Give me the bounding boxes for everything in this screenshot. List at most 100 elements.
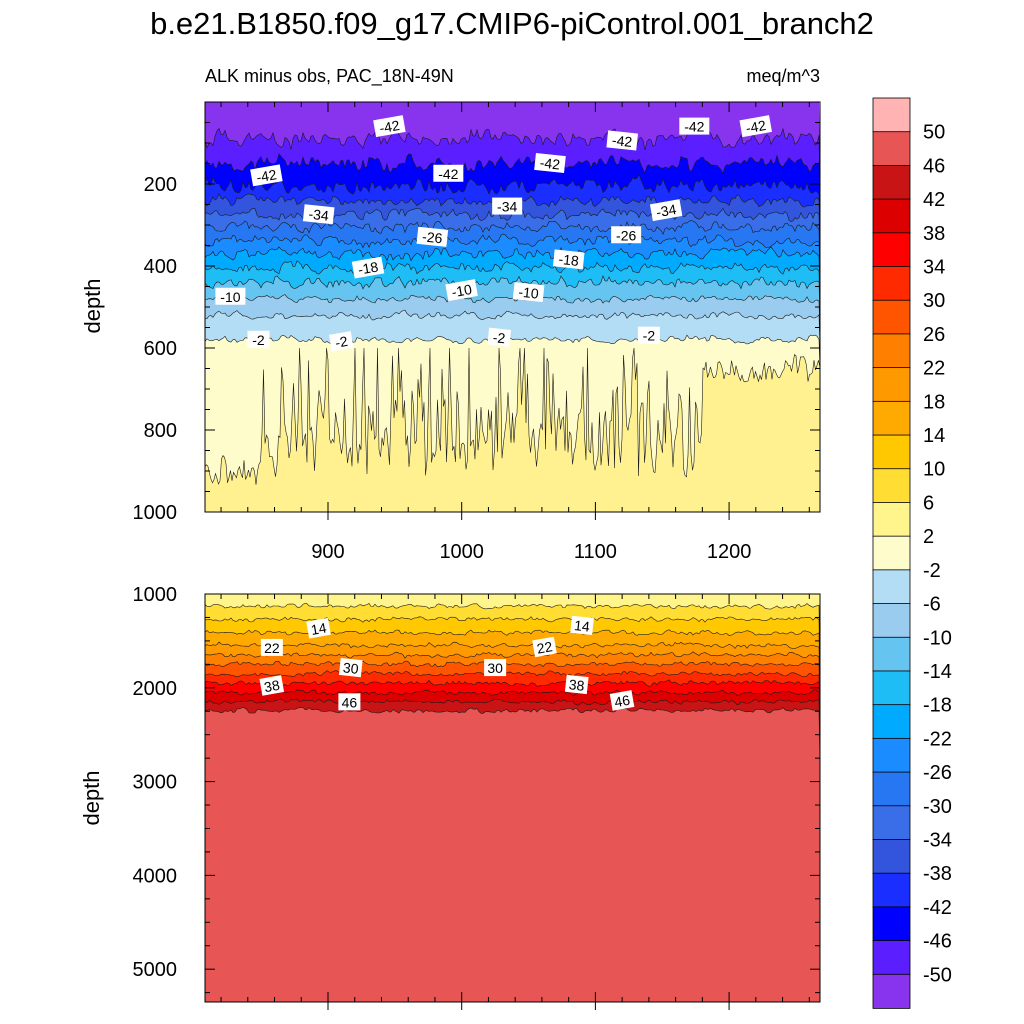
colorbar-swatch	[872, 535, 911, 571]
colorbar-swatch	[872, 906, 911, 942]
svg-text:46: 46	[613, 692, 631, 710]
contour-label: -42	[373, 115, 406, 138]
colorbar-swatch	[872, 97, 911, 133]
contour-label: -42	[679, 117, 710, 135]
y-tick-label: 600	[144, 338, 177, 360]
svg-text:-42: -42	[255, 166, 278, 185]
contour-label: -2	[637, 326, 660, 344]
chart-title: b.e21.B1850.f09_g17.CMIP6-piControl.001_…	[150, 6, 874, 41]
svg-text:14: 14	[573, 617, 590, 635]
colorbar-swatch	[872, 165, 911, 200]
svg-text:-34: -34	[655, 201, 678, 220]
lower-x-axis	[220, 594, 810, 1010]
svg-text:30: 30	[342, 659, 359, 677]
contour-label: -10	[512, 282, 545, 303]
upper-subtitle-right: meq/m^3	[747, 66, 820, 86]
colorbar-label: -38	[923, 863, 952, 885]
contour-label: -10	[215, 287, 246, 305]
colorbar-swatch	[872, 434, 911, 470]
colorbar-label: -2	[923, 560, 941, 582]
colorbar-label: -22	[923, 728, 952, 750]
colorbar-swatch	[872, 299, 911, 335]
lower-plot-frame	[204, 593, 821, 1003]
contour-label: -42	[606, 130, 638, 151]
upper-x-axis: 900 1000 1100 1200	[220, 102, 810, 563]
upper-y-axis-label: depth	[80, 278, 105, 333]
colorbar-label: 34	[923, 257, 945, 279]
colorbar-swatch	[872, 704, 911, 740]
contour-label: -2	[487, 327, 512, 347]
colorbar-label: 50	[923, 122, 945, 144]
contour-label: -26	[416, 226, 449, 247]
contour-band	[205, 706, 820, 1002]
colorbar-label: -30	[923, 796, 952, 818]
colorbar-swatch	[872, 502, 911, 537]
contour-label: 38	[564, 674, 589, 695]
colorbar-swatch	[872, 468, 911, 504]
lower-y-axis: 1000 2000 3000 4000 5000	[133, 584, 820, 994]
colorbar-swatch	[872, 670, 911, 706]
contour-label: -34	[649, 199, 683, 222]
colorbar-label: -6	[923, 594, 941, 616]
x-tick-label: 1000	[439, 541, 484, 563]
y-tick-label: 400	[144, 256, 177, 278]
colorbar-swatch	[872, 232, 911, 268]
lower-y-axis-label: depth	[79, 770, 104, 825]
svg-text:38: 38	[263, 677, 281, 695]
svg-text:-2: -2	[334, 333, 349, 351]
y-tick-label: 200	[144, 174, 177, 196]
colorbar: 50 46 42 38 34 30 26 22 18 14 10 6 2 -2 -6 -10 -14 -18 -22…	[872, 97, 952, 1009]
colorbar-swatch	[872, 603, 911, 639]
contour-label: -18	[552, 249, 585, 270]
colorbar-swatch	[872, 400, 911, 436]
contour-label: 14	[570, 615, 594, 635]
contour-label: -42	[739, 115, 772, 138]
contour-label: 38	[259, 675, 285, 696]
colorbar-label: 2	[923, 526, 934, 548]
svg-text:-42: -42	[684, 119, 704, 135]
svg-text:30: 30	[487, 660, 503, 676]
colorbar-label: 6	[923, 492, 934, 514]
colorbar-label: 14	[923, 425, 945, 447]
svg-text:-18: -18	[357, 258, 380, 277]
colorbar-label: 30	[923, 290, 945, 312]
svg-text:-10: -10	[220, 289, 240, 305]
colorbar-swatch	[872, 771, 911, 807]
contour-label: 22	[260, 638, 283, 656]
colorbar-swatch	[872, 805, 911, 841]
colorbar-swatch	[872, 569, 911, 605]
svg-text:-34: -34	[497, 199, 517, 215]
colorbar-swatch	[872, 872, 911, 908]
svg-text:-2: -2	[252, 332, 265, 348]
y-tick-label: 1000	[133, 502, 178, 524]
upper-y-axis: 200 400 600 800 1000	[133, 101, 820, 524]
contour-label: -42	[250, 164, 283, 187]
lower-panel: 14 14 22 22 30 30 38 38 46 46 1000 2000 3000 4000 5000	[133, 584, 821, 1010]
y-tick-label: 4000	[133, 865, 178, 887]
contour-label: 30	[484, 659, 507, 677]
colorbar-label: 42	[923, 189, 945, 211]
colorbar-swatch	[872, 973, 911, 1009]
svg-text:-42: -42	[744, 117, 767, 136]
x-tick-label: 1100	[574, 541, 617, 563]
svg-text:-26: -26	[421, 228, 443, 246]
colorbar-label: 18	[923, 391, 945, 413]
contour-label: -34	[302, 204, 335, 225]
contour-label: -2	[328, 331, 354, 352]
svg-text:-42: -42	[438, 166, 458, 182]
upper-subtitle-left: ALK minus obs, PAC_18N-49N	[205, 66, 454, 87]
colorbar-label: 26	[923, 324, 945, 346]
colorbar-label: -26	[923, 762, 952, 784]
colorbar-label: 10	[923, 459, 945, 481]
colorbar-label: -18	[923, 695, 952, 717]
contour-label: 46	[609, 690, 635, 711]
y-tick-label: 1000	[133, 584, 178, 606]
colorbar-swatch	[872, 940, 911, 976]
svg-text:-42: -42	[539, 154, 561, 172]
svg-text:22: 22	[536, 638, 554, 656]
colorbar-label: -10	[923, 627, 952, 649]
svg-text:-2: -2	[492, 329, 506, 346]
y-tick-label: 800	[144, 420, 177, 442]
